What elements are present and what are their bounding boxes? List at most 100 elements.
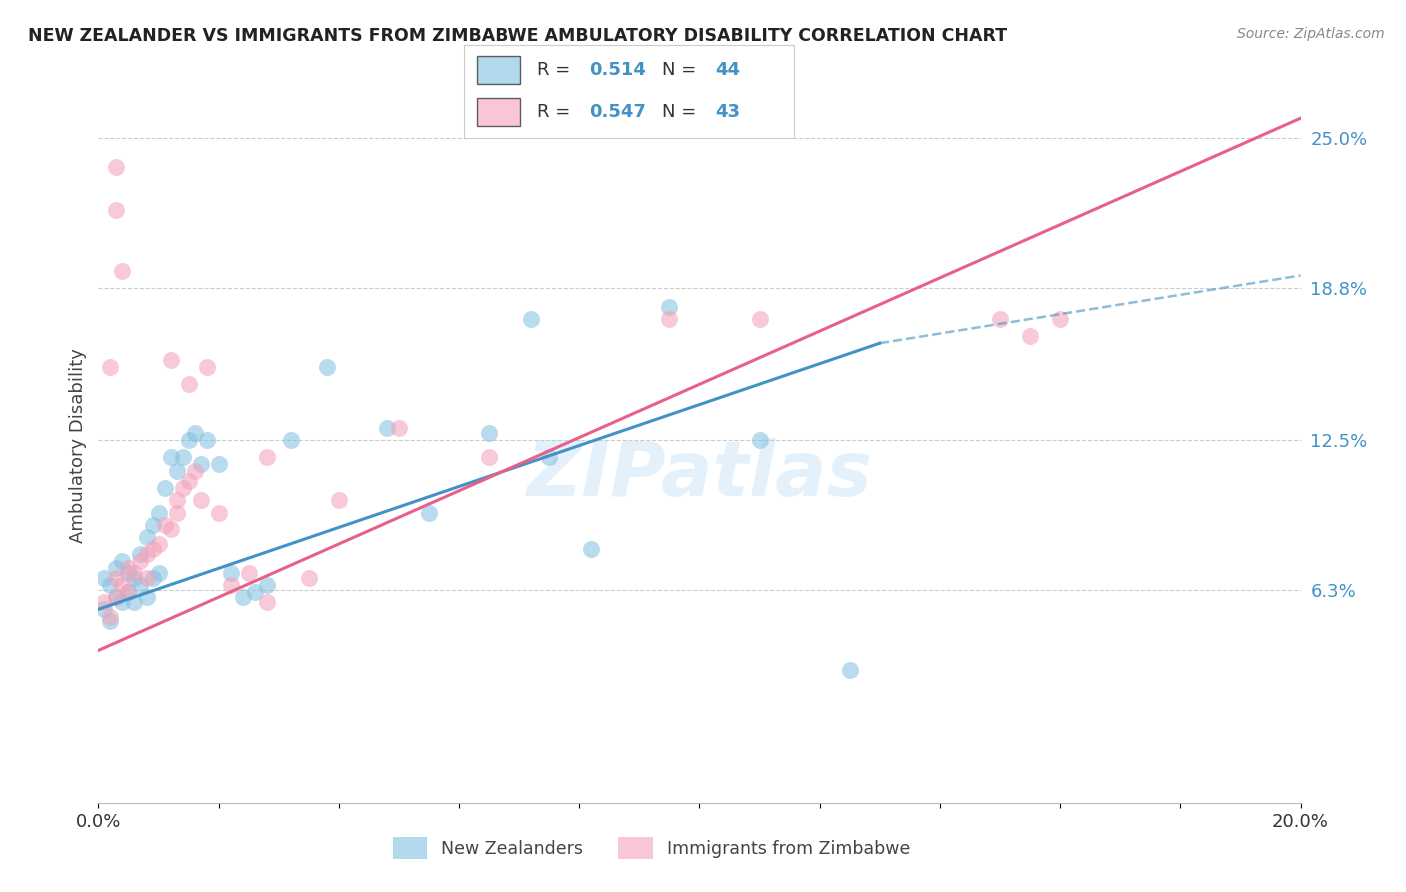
Point [195,433,218,447]
Point [388,421,411,435]
Point [238,566,260,580]
FancyBboxPatch shape [477,56,520,84]
Point [93,595,115,609]
Point [105,160,128,174]
Legend: New Zealanders, Immigrants from Zimbabwe: New Zealanders, Immigrants from Zimbabwe [385,830,917,865]
Point [1049,312,1071,326]
Point [129,578,152,592]
Point [135,530,157,544]
Point [135,590,157,604]
Point [658,312,681,326]
Point [195,360,218,375]
Point [100,615,122,629]
Point [153,481,176,495]
Text: 0.547: 0.547 [589,103,647,121]
Point [111,263,134,277]
Point [190,493,212,508]
Point [328,493,350,508]
Text: 0.514: 0.514 [589,61,647,78]
Point [159,450,181,464]
Point [93,602,115,616]
Point [166,464,188,478]
Point [177,474,200,488]
Point [748,433,770,447]
Text: ZIPatlas: ZIPatlas [526,438,873,511]
Point [520,312,543,326]
Point [232,590,254,604]
Point [183,464,205,478]
Point [141,517,163,532]
Point [159,523,181,537]
Point [256,595,278,609]
Point [581,541,603,556]
Point [256,450,278,464]
Point [141,571,163,585]
Point [93,571,115,585]
Text: 43: 43 [716,103,740,121]
Point [117,585,139,599]
Point [375,421,398,435]
Text: N =: N = [662,61,702,78]
Point [135,571,157,585]
Point [117,585,139,599]
Point [315,360,337,375]
Point [183,425,205,440]
FancyBboxPatch shape [477,98,520,126]
Text: NEW ZEALANDER VS IMMIGRANTS FROM ZIMBABWE AMBULATORY DISABILITY CORRELATION CHAR: NEW ZEALANDER VS IMMIGRANTS FROM ZIMBABW… [28,27,1007,45]
Point [177,433,200,447]
Point [135,547,157,561]
Text: R =: R = [537,61,575,78]
Text: N =: N = [662,103,702,121]
Text: 44: 44 [716,61,740,78]
Point [208,506,231,520]
Point [838,663,860,677]
Point [538,450,561,464]
Point [148,566,170,580]
Point [100,578,122,592]
Point [148,537,170,551]
Text: R =: R = [537,103,575,121]
Point [658,300,681,314]
Text: Source: ZipAtlas.com: Source: ZipAtlas.com [1237,27,1385,41]
Point [100,360,122,375]
Point [105,590,128,604]
Point [280,433,302,447]
Point [988,312,1011,326]
Point [153,517,176,532]
Point [1019,329,1042,343]
Point [243,585,266,599]
Point [111,578,134,592]
Point [117,561,139,575]
Point [219,578,242,592]
Point [256,578,278,592]
Point [124,595,146,609]
Point [111,595,134,609]
Point [129,547,152,561]
Point [298,571,321,585]
Point [124,566,146,580]
Point [172,450,194,464]
Point [100,609,122,624]
Point [105,590,128,604]
Point [172,481,194,495]
Point [177,377,200,392]
Point [166,493,188,508]
Point [478,425,501,440]
Point [166,506,188,520]
Point [117,566,139,580]
Point [159,353,181,368]
Point [478,450,501,464]
Point [219,566,242,580]
Point [111,554,134,568]
Point [190,457,212,471]
Point [105,571,128,585]
Point [105,561,128,575]
Point [748,312,770,326]
Point [141,541,163,556]
Point [208,457,231,471]
Point [148,506,170,520]
Point [124,571,146,585]
Point [105,203,128,218]
Y-axis label: Ambulatory Disability: Ambulatory Disability [69,349,87,543]
Point [418,506,440,520]
